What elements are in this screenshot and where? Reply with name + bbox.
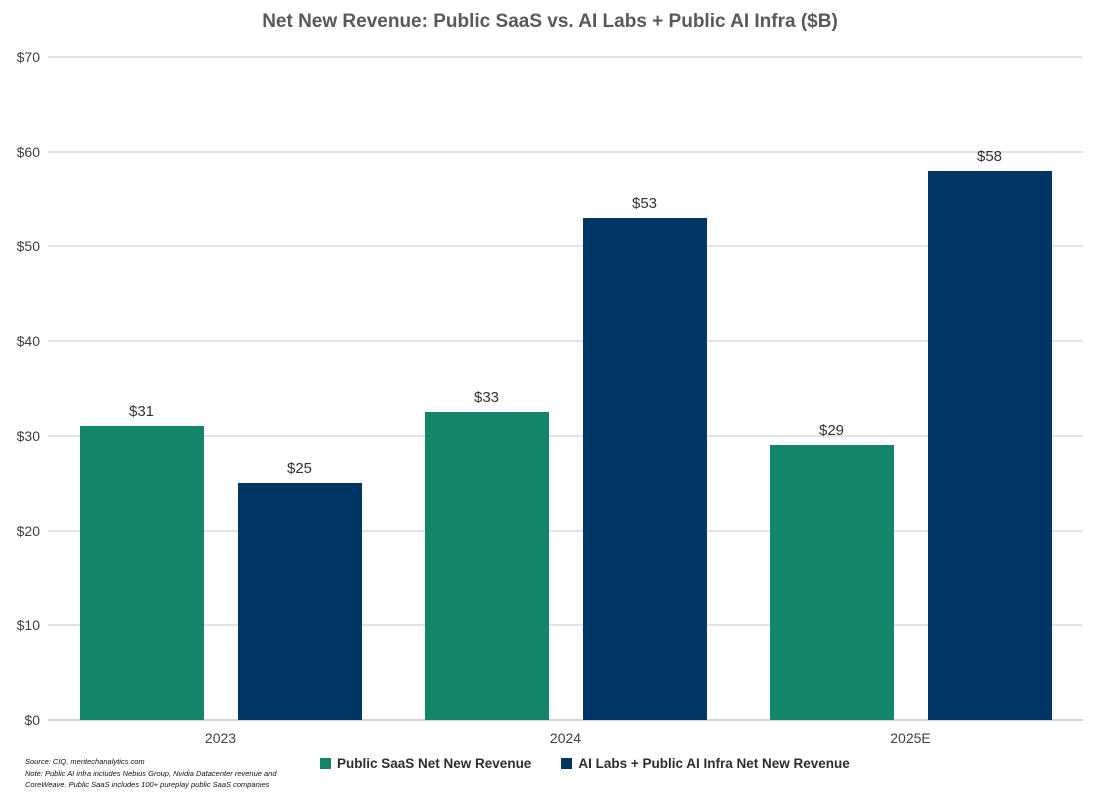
source-note: Source: CIQ, meritechanalytics.com Note:… (25, 756, 277, 791)
bar-column-ai-labs-public-ai-infra-net-new-revenue-2025e: $58 (927, 147, 1052, 720)
bar-ai-labs-public-ai-infra-net-new-revenue-2023 (237, 483, 362, 720)
y-axis-tick-label: $50 (16, 238, 40, 254)
x-axis-baseline (48, 719, 1083, 721)
bar-group-2024: $33 $53 (393, 57, 738, 720)
gridline (48, 624, 1083, 626)
x-axis-label-2025e: 2025E (890, 730, 931, 746)
bar-value-label: $25 (286, 460, 313, 478)
bar-column-public-saas-net-new-revenue-2024: $33 (424, 389, 549, 720)
bar-public-saas-net-new-revenue-2024 (424, 412, 549, 720)
bar-value-label: $31 (128, 403, 155, 421)
bar-group-2023: $31 $25 (48, 57, 393, 720)
bar-value-label: $33 (473, 389, 500, 407)
y-axis-tick-label: $60 (16, 144, 40, 160)
footnote-line-source: Source: CIQ, meritechanalytics.com (25, 757, 145, 766)
bar-column-public-saas-net-new-revenue-2023: $31 (79, 403, 204, 720)
gridline (48, 245, 1083, 247)
bar-value-label: $58 (976, 147, 1003, 165)
y-axis-tick-label: $20 (16, 523, 40, 539)
bar-groups: $31 $25 $33 $53 $29 $58 (48, 57, 1083, 720)
legend-label: Public SaaS Net New Revenue (337, 755, 532, 771)
bar-ai-labs-public-ai-infra-net-new-revenue-2025e (927, 170, 1052, 720)
footnote-line-note-cont: CoreWeave. Public SaaS includes 100+ pur… (25, 780, 270, 789)
y-axis-tick-label: $70 (16, 49, 40, 65)
y-axis-tick-label: $40 (16, 333, 40, 349)
bar-value-label: $53 (631, 195, 658, 212)
legend: Public SaaS Net New Revenue AI Labs + Pub… (320, 753, 850, 773)
legend-swatch-icon (320, 757, 331, 769)
legend-item-ai-labs-public-ai-infra-net-new-revenue: AI Labs + Public AI Infra Net New Revenu… (561, 755, 850, 771)
bar-public-saas-net-new-revenue-2025e (769, 445, 894, 720)
gridline (48, 151, 1083, 153)
gridline (48, 435, 1083, 437)
bar-column-ai-labs-public-ai-infra-net-new-revenue-2023: $25 (237, 460, 362, 720)
legend-label: AI Labs + Public AI Infra Net New Revenu… (578, 755, 850, 771)
bar-public-saas-net-new-revenue-2023 (79, 426, 204, 720)
y-axis-tick-label: $0 (24, 712, 40, 728)
legend-swatch-icon (561, 757, 573, 769)
bar-column-public-saas-net-new-revenue-2025e: $29 (769, 422, 894, 720)
bar-ai-labs-public-ai-infra-net-new-revenue-2024 (582, 218, 707, 720)
bar-group-2025e: $29 $58 (738, 57, 1083, 720)
y-axis: $0 $10 $20 $30 $40 $50 $60 $70 (0, 49, 40, 728)
gridline (48, 530, 1083, 532)
y-axis-tick-label: $30 (16, 428, 40, 444)
gridline (48, 340, 1083, 342)
plot-area: $31 $25 $33 $53 $29 $58 (48, 56, 1083, 721)
bar-value-label: $29 (818, 422, 845, 440)
legend-item-public-saas-net-new-revenue: Public SaaS Net New Revenue (320, 756, 531, 771)
bar-column-ai-labs-public-ai-infra-net-new-revenue-2024: $53 (582, 195, 707, 720)
x-axis: 2023 2024 2025E (48, 730, 1083, 746)
x-axis-label-2023: 2023 (204, 730, 237, 746)
gridline (48, 56, 1083, 58)
x-axis-label-2024: 2024 (549, 730, 582, 746)
y-axis-tick-label: $10 (16, 617, 40, 633)
chart-title: Net New Revenue: Public SaaS vs. AI Labs… (262, 11, 838, 32)
footnote-line-note: Note: Public AI infra includes Nebius Gr… (25, 768, 277, 778)
